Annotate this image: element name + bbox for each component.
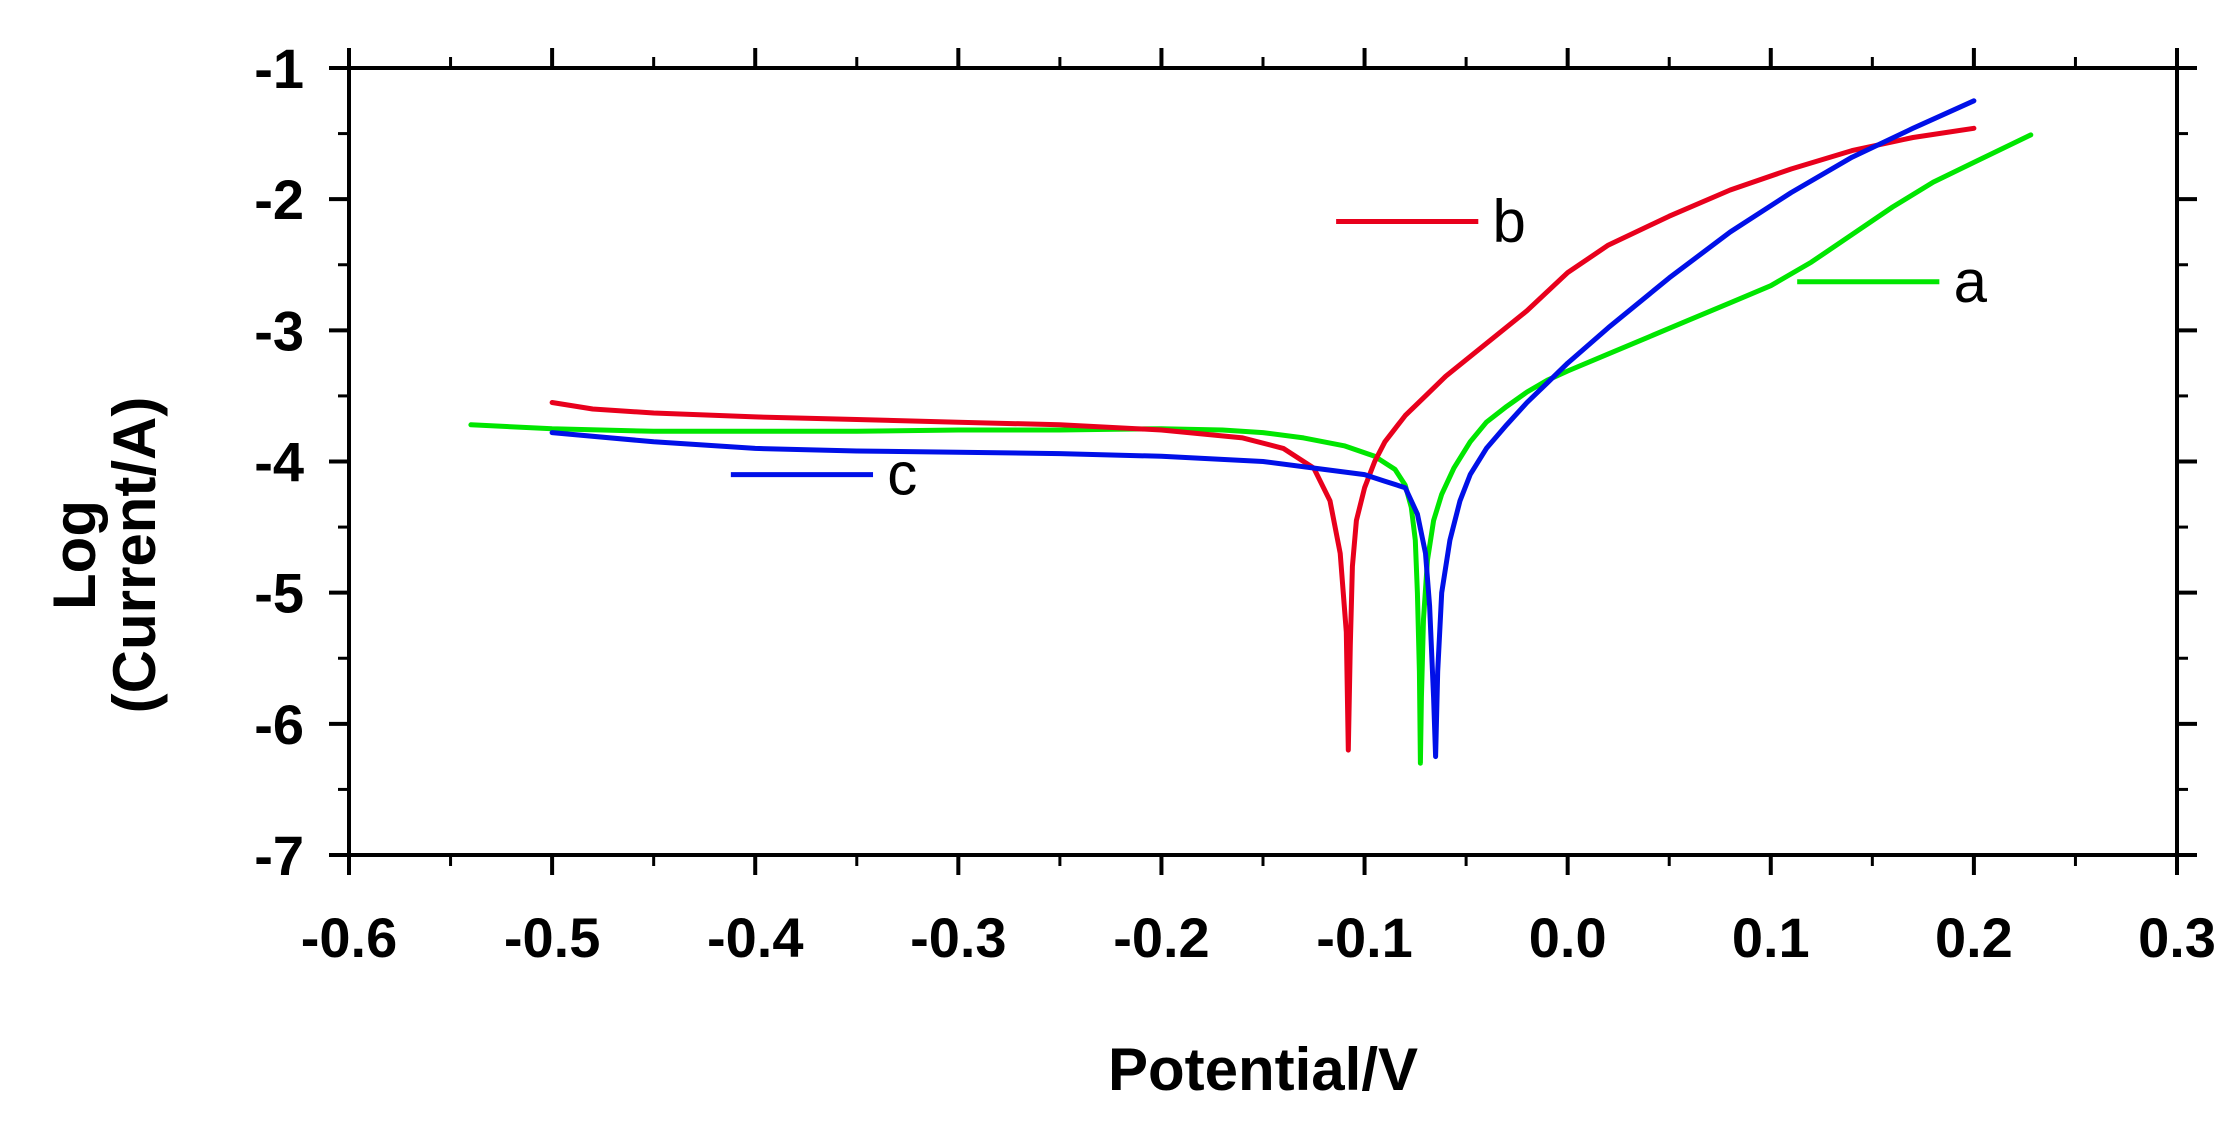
x-axis-title: Potential/V	[1108, 1036, 1418, 1103]
x-tick-label: 0.3	[2138, 906, 2216, 969]
legend-layer: a b c	[730, 187, 1988, 508]
legend-label-c: c	[887, 441, 917, 508]
series-layer	[468, 98, 2034, 766]
x-tick-label: -0.3	[910, 906, 1007, 969]
x-tick-label: 0.2	[1935, 906, 2013, 969]
y-tick-label: -2	[254, 168, 304, 231]
x-tick-label: 0.0	[1529, 906, 1607, 969]
ticks-layer: -0.6 -0.5 -0.4 -0.3 -0.2 -0.1 0.0 0.1 0.2 0.3 -1 -2…	[254, 37, 2216, 969]
y-tick-label: -4	[254, 431, 304, 494]
y-tick-label: -1	[254, 37, 304, 100]
x-tick-label: 0.1	[1732, 906, 1810, 969]
x-tick-label: -0.1	[1316, 906, 1413, 969]
y-axis-title-line-1: Log	[41, 500, 108, 610]
y-tick-label: -7	[254, 824, 304, 887]
x-tick-label: -0.2	[1113, 906, 1210, 969]
y-axis-title: Log (Current/A)	[41, 397, 168, 714]
x-tick-label: -0.4	[707, 906, 804, 969]
series-line-b	[549, 125, 1977, 753]
legend-label-b: b	[1493, 187, 1526, 254]
y-axis-title-line-2: (Current/A)	[101, 397, 168, 714]
series-line-c	[549, 98, 1977, 760]
legend-label-a: a	[1954, 248, 1988, 315]
x-tick-label: -0.5	[504, 906, 601, 969]
series-line-a	[468, 132, 2034, 766]
y-tick-label: -6	[254, 693, 304, 756]
x-tick-label: -0.6	[301, 906, 398, 969]
y-tick-label: -3	[254, 299, 304, 362]
y-tick-label: -5	[254, 562, 304, 625]
